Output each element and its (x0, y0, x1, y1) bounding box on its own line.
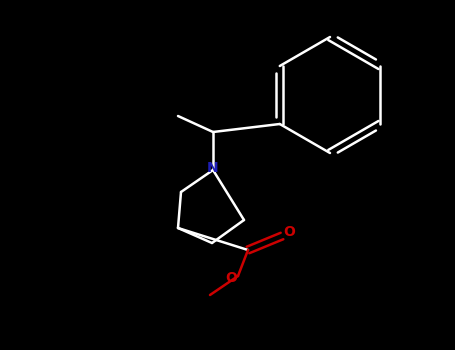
Text: O: O (225, 271, 237, 285)
Text: N: N (207, 161, 219, 175)
Text: O: O (283, 225, 295, 239)
